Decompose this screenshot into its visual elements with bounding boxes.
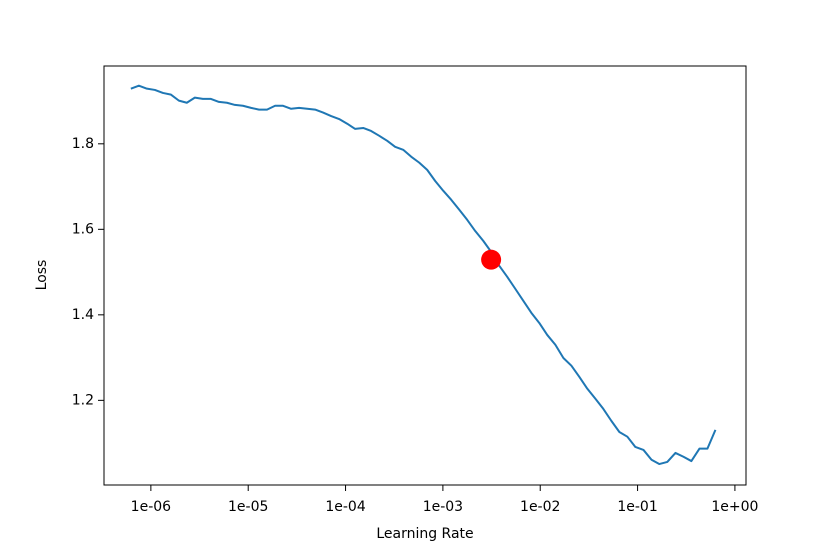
loss-line	[130, 84, 717, 466]
x-tick-label: 1e-03	[423, 499, 463, 515]
x-tick-label: 1e+00	[711, 499, 758, 515]
x-tick-label: 1e-04	[325, 499, 365, 515]
x-tick-label: 1e-02	[520, 499, 560, 515]
x-tick-label: 1e-06	[131, 499, 171, 515]
y-axis-label: Loss	[34, 260, 50, 291]
x-tick-label: 1e-01	[617, 499, 657, 515]
suggested-lr-marker	[481, 249, 502, 270]
y-tick-label: 1.4	[72, 307, 94, 323]
x-tick-label: 1e-05	[228, 499, 268, 515]
plot-frame	[103, 65, 747, 486]
y-tick-label: 1.8	[72, 136, 94, 152]
y-tick-label: 1.2	[72, 392, 94, 408]
y-tick-label: 1.6	[72, 221, 94, 237]
x-axis-label: Learning Rate	[376, 526, 473, 542]
